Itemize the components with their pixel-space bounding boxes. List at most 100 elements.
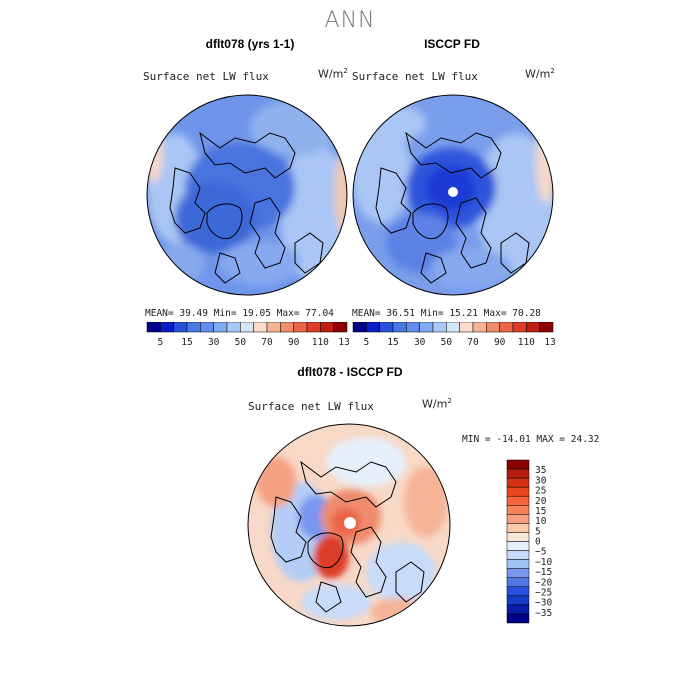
colorbar-swatch [526, 322, 540, 333]
diff-units-label: W/m2 [422, 397, 452, 411]
colorbar-tick-label: 70 [261, 337, 273, 348]
obs-polar-map [352, 94, 554, 296]
colorbar-swatch [506, 559, 530, 569]
diff-panel-title: dflt078 - ISCCP FD [297, 365, 403, 379]
colorbar-swatch [280, 322, 294, 333]
colorbar-swatch [226, 322, 241, 333]
colorbar-swatch [333, 322, 348, 333]
colorbar-tick-label: 50 [441, 337, 453, 348]
colorbar-swatch [160, 322, 174, 333]
colorbar-swatch [506, 495, 530, 506]
colorbar-swatch [213, 322, 228, 333]
colorbar-swatch [173, 322, 188, 333]
obs-variable-label: Surface net LW flux [352, 70, 478, 83]
colorbar-swatch [446, 322, 460, 333]
colorbar-swatch [506, 568, 530, 578]
colorbar-swatch [506, 477, 530, 488]
colorbar-tick-label: 15 [535, 506, 546, 517]
colorbar-swatch [506, 514, 530, 524]
colorbar-swatch [419, 322, 434, 333]
colorbar-swatch [539, 322, 554, 333]
map-boundary [352, 94, 554, 296]
colorbar-swatch [253, 322, 268, 333]
colorbar-swatch [506, 459, 530, 470]
map-boundary [146, 94, 348, 296]
colorbar-swatch [306, 322, 321, 333]
colorbar-tick-label: −30 [535, 598, 552, 609]
colorbar-swatch [499, 322, 514, 333]
colorbar-tick-label: 30 [414, 337, 426, 348]
colorbar-tick-label: 130 [338, 337, 349, 348]
colorbar-tick-label: 110 [312, 337, 329, 348]
colorbar-swatch [512, 322, 527, 333]
colorbar-swatch [506, 505, 530, 515]
colorbar-tick-label: 70 [467, 337, 479, 348]
colorbar-tick-label: 5 [363, 337, 369, 348]
colorbar-swatch [506, 604, 530, 615]
colorbar-tick-label: 15 [387, 337, 398, 348]
colorbar-swatch [146, 322, 161, 333]
colorbar-swatch [506, 613, 530, 624]
colorbar-tick-label: 50 [235, 337, 247, 348]
colorbar-tick-label: 130 [544, 337, 555, 348]
obs-units-label: W/m2 [525, 67, 555, 81]
obs-colorbar: 5 15 30 50 70 90 110 130 [352, 322, 555, 348]
colorbar-tick-label: −35 [535, 608, 552, 619]
colorbar-tick-label: −10 [535, 557, 552, 568]
colorbar-tick-label: −20 [535, 577, 552, 588]
colorbar-tick-label: −5 [535, 547, 546, 558]
colorbar-swatch [320, 322, 334, 333]
colorbar-tick-label: 0 [535, 537, 541, 548]
colorbar-swatch [486, 322, 500, 333]
colorbar-tick-label: −25 [535, 587, 552, 598]
colorbar-tick-label: 30 [208, 337, 220, 348]
diff-variable-label: Surface net LW flux [248, 400, 374, 413]
model-stats: MEAN= 39.49 Min= 19.05 Max= 77.04 [145, 308, 334, 319]
colorbar-tick-label: 10 [535, 516, 547, 527]
colorbar-swatch [506, 523, 530, 533]
colorbar-swatch [506, 577, 530, 588]
colorbar-swatch [506, 532, 530, 542]
colorbar-swatch [352, 322, 367, 333]
colorbar-tick-label: 110 [518, 337, 535, 348]
colorbar-tick-label: 25 [535, 486, 546, 497]
diff-stats: MIN = -14.01 MAX = 24.32 [462, 434, 600, 445]
model-colorbar: 5 15 30 50 70 90 110 130 [146, 322, 349, 348]
colorbar-swatch [186, 322, 201, 333]
colorbar-swatch [506, 595, 530, 606]
colorbar-swatch [506, 468, 530, 479]
colorbar-tick-label: 90 [288, 337, 300, 348]
colorbar-tick-label: −15 [535, 567, 552, 578]
colorbar-swatch [406, 322, 420, 333]
colorbar-tick-label: 15 [181, 337, 192, 348]
colorbar-swatch [293, 322, 308, 333]
model-panel-title: dflt078 (yrs 1-1) [205, 37, 295, 51]
model-polar-map [146, 94, 348, 296]
diff-polar-map [247, 423, 451, 627]
colorbar-swatch [472, 322, 487, 333]
season-title: ANN [324, 8, 376, 33]
colorbar-tick-label: 20 [535, 496, 547, 507]
colorbar-swatch [432, 322, 447, 333]
colorbar-swatch [506, 550, 530, 560]
colorbar-tick-label: 90 [494, 337, 506, 348]
colorbar-swatch [459, 322, 474, 333]
colorbar-swatch [266, 322, 281, 333]
obs-stats: MEAN= 36.51 Min= 15.21 Max= 70.28 [352, 308, 541, 319]
colorbar-tick-label: 30 [535, 475, 547, 486]
model-units-label: W/m2 [318, 67, 348, 81]
colorbar-tick-label: 5 [157, 337, 163, 348]
colorbar-swatch [200, 322, 214, 333]
colorbar-swatch [366, 322, 380, 333]
colorbar-swatch [506, 486, 530, 497]
colorbar-tick-label: 35 [535, 465, 546, 476]
colorbar-swatch [506, 586, 530, 597]
colorbar-tick-label: 5 [535, 526, 541, 537]
map-boundary [247, 423, 451, 627]
model-variable-label: Surface net LW flux [143, 70, 269, 83]
colorbar-swatch [506, 541, 530, 551]
colorbar-swatch [240, 322, 254, 333]
colorbar-swatch [392, 322, 407, 333]
obs-panel-title: ISCCP FD [424, 37, 480, 51]
